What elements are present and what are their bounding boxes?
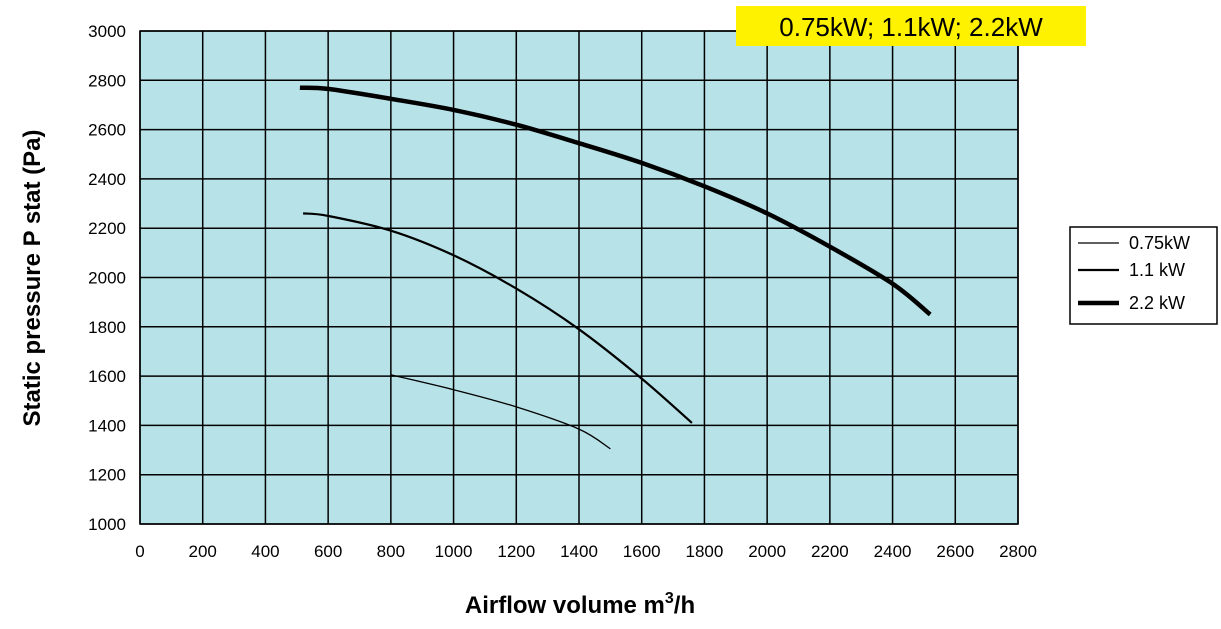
series-line-1 — [390, 374, 611, 450]
x-tick-label: 200 — [189, 542, 217, 561]
x-axis-title-superscript: 3 — [665, 590, 674, 607]
y-tick-label: 2400 — [88, 170, 126, 189]
x-tick-label: 400 — [251, 542, 279, 561]
y-tick-label: 3000 — [88, 22, 126, 41]
legend-label-3: 2.2 kW — [1129, 293, 1185, 313]
series-lines — [299, 85, 932, 450]
x-axis-title-main: Airflow volume m — [465, 592, 665, 619]
x-tick-label: 1800 — [686, 542, 724, 561]
x-tick-label: 2000 — [748, 542, 786, 561]
y-tick-label: 1600 — [88, 367, 126, 386]
y-tick-label: 1000 — [88, 515, 126, 534]
x-tick-label: 0 — [135, 542, 144, 561]
legend-label-1: 0.75kW — [1129, 233, 1190, 253]
x-tick-label: 1000 — [435, 542, 473, 561]
x-tick-label: 1400 — [560, 542, 598, 561]
x-tick-label: 1200 — [497, 542, 535, 561]
y-tick-label: 2800 — [88, 71, 126, 90]
series-line-3 — [299, 85, 932, 317]
y-tick-label: 2600 — [88, 121, 126, 140]
x-axis-ticks: 0 200 400 600 800 1000 1200 1400 1600 1800 2000 220… — [135, 542, 1037, 561]
badge-text: 0.75kW; 1.1kW; 2.2kW — [779, 12, 1043, 42]
x-tick-label: 2400 — [874, 542, 912, 561]
x-tick-label: 600 — [314, 542, 342, 561]
legend: 0.75kW 1.1 kW 2.2 kW — [1069, 226, 1218, 325]
series-line-2 — [302, 212, 693, 424]
x-tick-label: 800 — [377, 542, 405, 561]
x-tick-label: 1600 — [623, 542, 661, 561]
y-tick-label: 1400 — [88, 416, 126, 435]
y-axis-ticks: 1000 1200 1400 1600 1800 2000 2200 2400 2600 2800… — [88, 22, 126, 534]
x-axis-title-suffix: /h — [674, 592, 695, 619]
y-tick-label: 1800 — [88, 318, 126, 337]
badge-background — [736, 6, 1086, 46]
y-tick-label: 2200 — [88, 219, 126, 238]
badge: 0.75kW; 1.1kW; 2.2kW — [736, 6, 1086, 46]
y-tick-label: 2000 — [88, 269, 126, 288]
x-axis-title: Airflow volume m3/h — [465, 590, 695, 619]
x-tick-label: 2600 — [936, 542, 974, 561]
y-tick-label: 1200 — [88, 466, 126, 485]
legend-label-2: 1.1 kW — [1129, 260, 1185, 280]
plot-frame — [139, 30, 1019, 525]
x-tick-label: 2800 — [999, 542, 1037, 561]
y-axis-title: Static pressure P stat (Pa) — [19, 129, 46, 426]
x-tick-label: 2200 — [811, 542, 849, 561]
